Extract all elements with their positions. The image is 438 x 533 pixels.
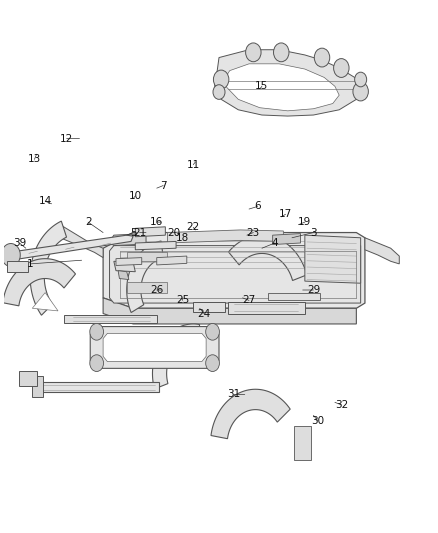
Text: 19: 19 (298, 217, 311, 227)
Text: 20: 20 (167, 228, 180, 238)
Text: 31: 31 (227, 390, 240, 399)
Polygon shape (127, 241, 163, 312)
Text: 32: 32 (335, 400, 348, 410)
Text: 1: 1 (27, 259, 33, 269)
Polygon shape (135, 227, 166, 237)
Polygon shape (211, 389, 290, 439)
Polygon shape (103, 333, 206, 361)
Polygon shape (103, 298, 357, 324)
Circle shape (90, 324, 103, 340)
Circle shape (273, 43, 289, 62)
Text: 16: 16 (150, 217, 163, 227)
Circle shape (1, 244, 20, 266)
Text: 27: 27 (242, 295, 256, 305)
Polygon shape (32, 376, 43, 397)
Text: 12: 12 (60, 134, 73, 143)
Polygon shape (19, 371, 36, 385)
Polygon shape (272, 233, 300, 245)
Circle shape (206, 355, 219, 372)
Polygon shape (228, 302, 305, 313)
Circle shape (206, 324, 219, 340)
Polygon shape (54, 225, 103, 257)
Circle shape (213, 85, 225, 99)
Polygon shape (229, 235, 307, 280)
Circle shape (314, 48, 330, 67)
Polygon shape (30, 221, 67, 315)
Polygon shape (110, 233, 146, 246)
Text: 6: 6 (254, 201, 261, 212)
Text: 39: 39 (13, 238, 26, 248)
Text: 26: 26 (150, 285, 163, 295)
Circle shape (355, 72, 367, 87)
Polygon shape (215, 50, 360, 116)
Text: 18: 18 (176, 233, 189, 243)
Polygon shape (365, 238, 399, 264)
Polygon shape (3, 259, 75, 306)
Polygon shape (135, 241, 176, 250)
Text: 7: 7 (160, 181, 166, 190)
Polygon shape (36, 383, 159, 392)
Polygon shape (9, 235, 133, 260)
Circle shape (353, 82, 368, 101)
Polygon shape (7, 261, 28, 272)
Circle shape (246, 43, 261, 62)
Polygon shape (294, 426, 311, 460)
Text: 13: 13 (28, 155, 41, 164)
Text: 2: 2 (85, 217, 92, 227)
Text: 4: 4 (272, 238, 278, 248)
Text: 3: 3 (310, 228, 317, 238)
Polygon shape (226, 64, 339, 111)
Text: 30: 30 (311, 416, 324, 425)
Polygon shape (152, 324, 200, 389)
Text: 22: 22 (187, 222, 200, 232)
Polygon shape (157, 256, 187, 265)
Text: 25: 25 (176, 295, 189, 305)
Polygon shape (90, 327, 219, 368)
Text: 15: 15 (255, 82, 268, 91)
Circle shape (213, 70, 229, 89)
Polygon shape (167, 230, 283, 243)
Circle shape (334, 59, 349, 77)
Text: 24: 24 (198, 309, 211, 319)
Text: 23: 23 (247, 228, 260, 238)
Polygon shape (305, 235, 360, 283)
Polygon shape (32, 293, 58, 311)
Polygon shape (116, 257, 142, 265)
Polygon shape (118, 271, 129, 280)
Text: 21: 21 (133, 228, 146, 238)
Polygon shape (127, 252, 167, 261)
Polygon shape (114, 261, 135, 272)
Text: 29: 29 (307, 285, 320, 295)
Text: 5: 5 (130, 228, 137, 238)
Polygon shape (268, 293, 320, 301)
Polygon shape (127, 282, 167, 293)
Text: 10: 10 (129, 191, 142, 201)
Text: 17: 17 (279, 209, 292, 219)
Polygon shape (110, 246, 360, 303)
Text: 11: 11 (187, 160, 200, 169)
Polygon shape (193, 302, 226, 312)
Polygon shape (64, 314, 157, 323)
Circle shape (90, 355, 103, 372)
Polygon shape (103, 232, 365, 308)
Text: 14: 14 (39, 196, 52, 206)
